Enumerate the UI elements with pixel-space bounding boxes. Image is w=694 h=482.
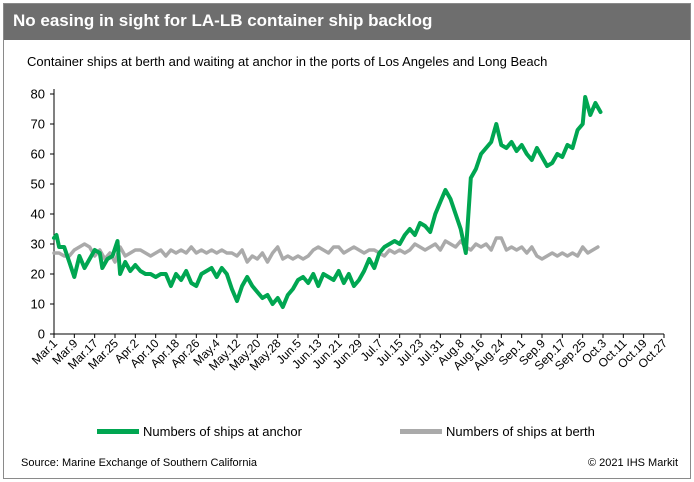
legend-label-anchor: Numbers of ships at anchor (143, 424, 302, 439)
y-tick-label: 20 (31, 267, 45, 282)
y-tick-label: 40 (31, 207, 45, 222)
legend-label-berth: Numbers of ships at berth (446, 424, 595, 439)
legend-item-berth: Numbers of ships at berth (400, 424, 595, 439)
series-line-berth (52, 236, 600, 264)
chart-subtitle: Container ships at berth and waiting at … (27, 54, 548, 69)
legend: Numbers of ships at anchor Numbers of sh… (4, 424, 690, 444)
y-tick-label: 80 (31, 87, 45, 102)
legend-swatch-anchor (97, 429, 139, 434)
source-note: Source: Marine Exchange of Southern Cali… (21, 457, 258, 469)
legend-item-anchor: Numbers of ships at anchor (97, 424, 302, 439)
y-tick-label: 0 (38, 327, 45, 342)
line-chart: 01020304050607080Mar.1Mar.9Mar.17Mar.25A… (29, 87, 670, 374)
y-tick-label: 70 (31, 117, 45, 132)
y-tick-label: 60 (31, 147, 45, 162)
series-layer (52, 95, 603, 309)
chart-axes: 01020304050607080Mar.1Mar.9Mar.17Mar.25A… (29, 87, 670, 374)
chart-frame: No easing in sight for LA-LB container s… (3, 3, 691, 479)
y-tick-label: 30 (31, 237, 45, 252)
y-tick-label: 10 (31, 297, 45, 312)
chart-title: No easing in sight for LA-LB container s… (13, 11, 433, 30)
title-bar: No easing in sight for LA-LB container s… (4, 4, 690, 40)
y-tick-label: 50 (31, 177, 45, 192)
copyright-note: © 2021 IHS Markit (587, 457, 678, 469)
legend-swatch-berth (400, 429, 442, 434)
series-line-anchor (52, 95, 603, 309)
